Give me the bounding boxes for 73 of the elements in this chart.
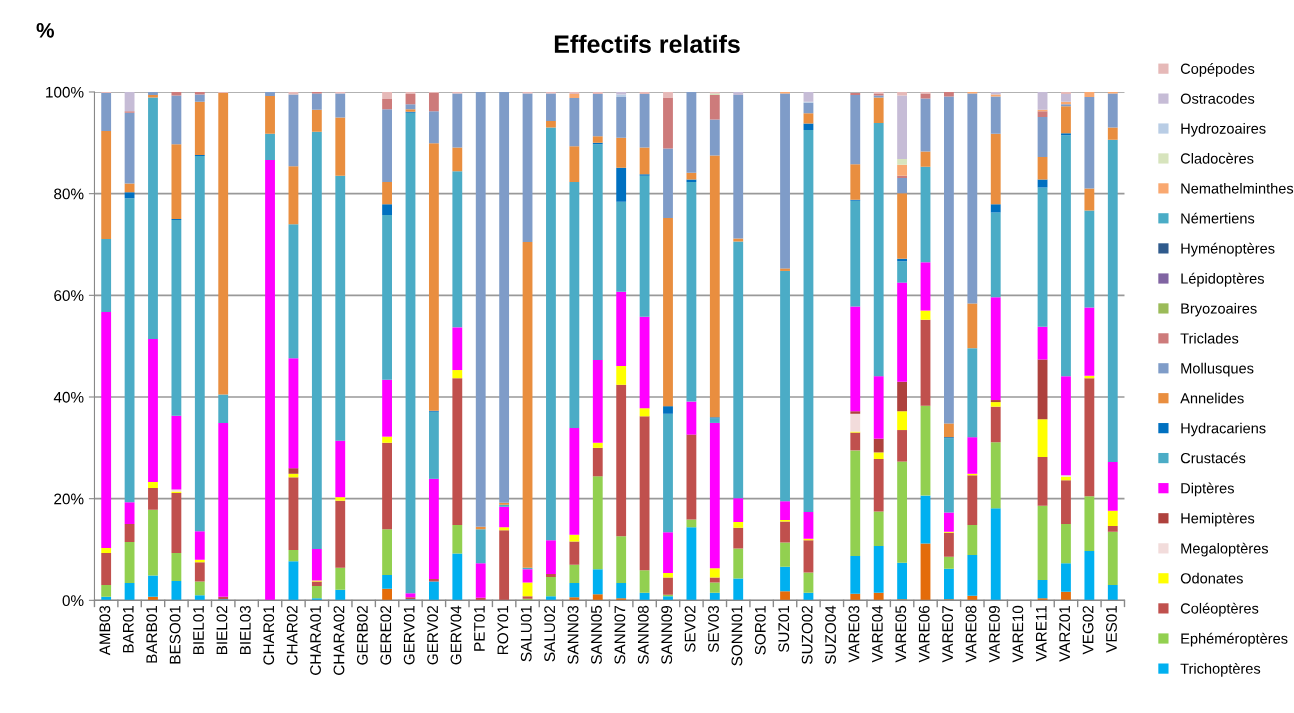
x-tick-label: VARE06 [918, 605, 930, 663]
legend-label: Ephéméroptères [1181, 632, 1288, 647]
x-tick-label: AMB03 [99, 605, 111, 656]
x-tick-label: SUZO02 [801, 605, 813, 664]
x-tick-label: GERV01 [403, 605, 415, 665]
legend-label: Coléoptères [1180, 602, 1259, 617]
y-axis-title: % [36, 22, 54, 38]
legend-label: Copépodes [1180, 63, 1255, 77]
x-tick-label: PET01 [474, 605, 485, 651]
y-tick-label: 100% [46, 86, 84, 98]
x-tick-label: CHAR01 [263, 605, 275, 665]
x-tick-label: SEV03 [708, 605, 719, 653]
legend-label: Trichoptères [1180, 662, 1261, 677]
legend-label: Odonates [1180, 572, 1243, 584]
legend-label: Crustacés [1180, 452, 1246, 464]
legend-label: Ostracodes [1180, 93, 1255, 104]
x-tick-label: GERB02 [356, 605, 368, 665]
x-tick-label: GERE02 [380, 605, 392, 665]
x-tick-label: SANN07 [614, 605, 626, 664]
x-tick-label: VARE04 [871, 605, 883, 663]
y-tick-label: 0% [62, 595, 84, 607]
legend-label: Hyménoptères [1181, 242, 1275, 257]
y-tick-label: 60% [54, 290, 84, 302]
x-tick-label: BIEL03 [239, 605, 251, 655]
x-tick-label: SALU01 [520, 605, 532, 662]
x-tick-label: SANN08 [637, 605, 649, 664]
legend-label: Nemathelminthes [1181, 182, 1294, 194]
legend-label: Mollusques [1181, 362, 1254, 377]
x-tick-label: SANN09 [661, 605, 673, 664]
x-tick-label: SUZ01 [778, 605, 790, 653]
x-tick-label: CHARA02 [333, 605, 345, 675]
x-tick-label: VARE09 [989, 605, 1000, 663]
x-tick-label: VARE08 [965, 605, 977, 663]
x-tick-label: SOR01 [754, 605, 766, 655]
legend-label: Diptères [1181, 482, 1234, 497]
x-tick-label: VARE11 [1035, 605, 1047, 662]
legend-label: Hydracariens [1181, 422, 1266, 437]
legend-label: Triclades [1180, 332, 1239, 344]
x-tick-label: CHAR02 [286, 605, 298, 665]
x-tick-label: BIEL02 [216, 605, 228, 655]
legend-label: Annelides [1180, 392, 1244, 404]
x-tick-label: SANN03 [567, 605, 579, 664]
x-tick-label: VARZ01 [1059, 605, 1071, 662]
x-tick-label: SANN05 [591, 605, 602, 664]
x-tick-label: CHARA01 [310, 605, 321, 675]
x-tick-label: SONN01 [731, 605, 743, 666]
x-tick-label: SALU02 [544, 605, 556, 662]
legend-label: Bryozoaires [1181, 302, 1257, 317]
y-tick-label: 80% [54, 188, 84, 200]
x-tick-label: SUZO04 [825, 605, 836, 664]
x-tick-label: VARE03 [848, 605, 860, 663]
legend-label: Lépidoptères [1181, 272, 1264, 287]
x-tick-label: BARB01 [146, 605, 158, 663]
x-tick-label: GERV04 [450, 605, 462, 665]
y-tick-label: 20% [54, 493, 84, 505]
x-tick-label: BIEL01 [193, 605, 204, 655]
chart-title: Effectifs relatifs [554, 34, 740, 54]
x-tick-label: ROY01 [497, 605, 509, 655]
legend-label: Megaloptères [1181, 542, 1269, 557]
legend-label: Cladocères [1180, 152, 1254, 164]
legend-label: Hydrozoaires [1181, 123, 1266, 137]
x-tick-label: BAR01 [122, 605, 134, 653]
y-tick-label: 40% [53, 391, 84, 403]
x-tick-label: VARE07 [942, 605, 954, 663]
legend-label: Némertiens [1181, 212, 1255, 224]
x-tick-label: GERV02 [427, 605, 438, 665]
legend-label: Hemiptères [1181, 512, 1255, 527]
x-tick-label: SEV02 [684, 605, 696, 653]
x-tick-label: BESO01 [169, 605, 181, 664]
x-tick-label: VARE10 [1012, 605, 1024, 663]
x-tick-label: VEG02 [1082, 605, 1094, 655]
x-tick-label: VARE05 [895, 605, 907, 663]
x-tick-label: VES01 [1106, 605, 1117, 653]
